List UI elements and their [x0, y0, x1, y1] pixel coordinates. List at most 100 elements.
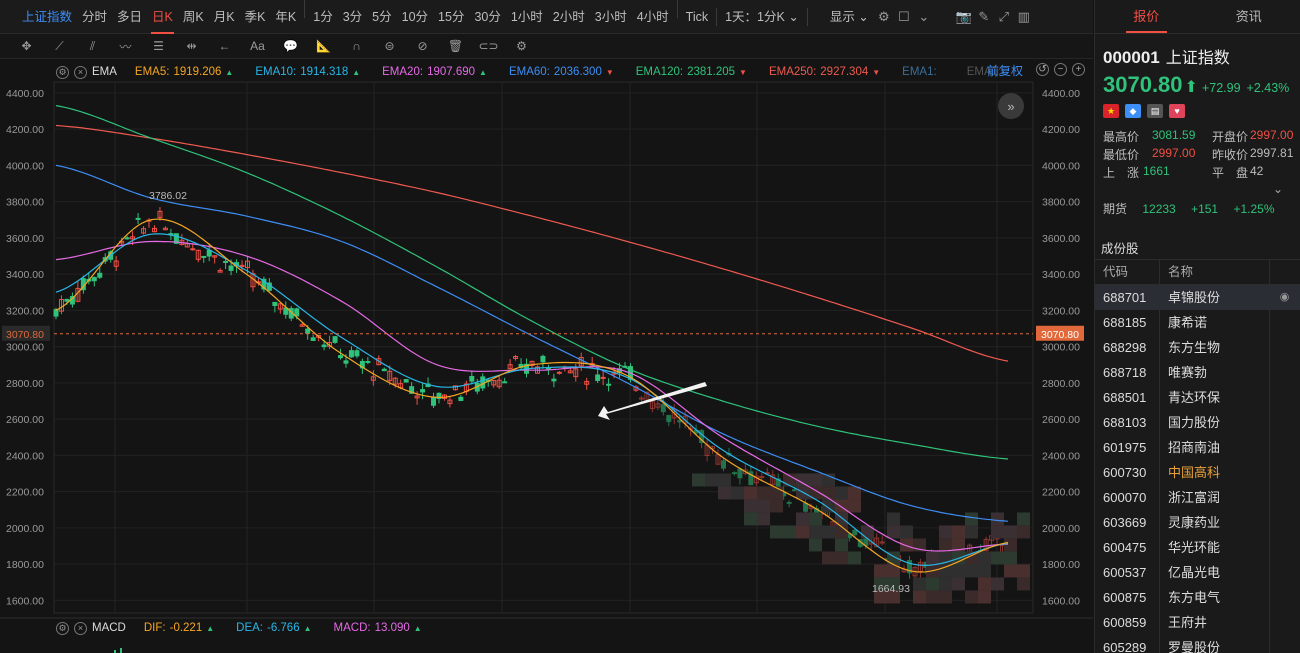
timeframe-tab[interactable]: 季K — [244, 9, 266, 24]
crosshair-icon[interactable]: ✥ — [21, 39, 32, 53]
timeframe-tab[interactable]: 3分 — [342, 9, 363, 24]
favorite-heart-icon[interactable]: ♥ — [1169, 104, 1185, 118]
timeframe-tab[interactable]: 30分 — [474, 9, 501, 24]
arrow-icon[interactable]: ← — [218, 39, 231, 53]
timeframe-tab[interactable]: 1小时 — [510, 9, 543, 24]
timeframe-tab[interactable]: 日K — [147, 0, 178, 34]
kline-chart[interactable]: 4400.00 4400.00 4200.00 4200.00 4000.00 4000.… — [0, 60, 1093, 653]
link-icon[interactable]: ⊂⊃ — [478, 39, 499, 53]
settings-icon[interactable]: ⚙ — [56, 65, 69, 79]
table-row[interactable]: 605289 罗曼股份 — [1095, 635, 1300, 653]
camera-icon[interactable]: 📷 — [955, 8, 972, 24]
timeframe-tab[interactable]: 年K — [275, 9, 297, 24]
blur-block — [900, 525, 913, 539]
fullscreen-icon[interactable]: ⤢ — [998, 8, 1009, 24]
legend-label: EMA250: — [768, 66, 817, 78]
index-name-tab[interactable]: 上证指数 — [22, 9, 73, 24]
table-row[interactable]: 688501 青达环保 — [1095, 385, 1300, 410]
tab-news[interactable]: 资讯 — [1235, 9, 1262, 24]
row-name: 灵康药业 — [1159, 510, 1269, 535]
table-row[interactable]: 600537 亿晶光电 — [1095, 560, 1300, 585]
zoom-in-icon[interactable]: + — [1072, 63, 1085, 76]
price-tag-right — [1036, 325, 1084, 341]
candle — [217, 268, 223, 273]
reset-icon[interactable]: ↺ — [1036, 63, 1049, 76]
table-row[interactable]: 601975 招商南油 — [1095, 435, 1300, 460]
blur-block — [809, 525, 822, 539]
period-select[interactable]: 1天：1分K ⌄ — [725, 9, 799, 24]
adjust-mode[interactable]: 前复权 — [987, 64, 1024, 78]
col-code[interactable]: 代码 — [1103, 265, 1129, 279]
layout-icon[interactable]: ☐ — [897, 8, 910, 24]
timeframe-tab[interactable]: Tick — [685, 9, 709, 24]
candle — [97, 266, 103, 279]
timeframe-tab[interactable]: 分时 — [82, 9, 108, 24]
chart-canvas[interactable]: 4400.00 4400.00 4200.00 4200.00 4000.00 4000.… — [0, 60, 1093, 653]
line-icon[interactable]: ⟋ — [55, 38, 64, 53]
chevron-down-icon[interactable]: ⌄ — [1273, 182, 1284, 196]
delete-icon[interactable]: 🗑 — [447, 39, 464, 53]
measure-icon[interactable]: ⇹ — [186, 39, 197, 53]
channel-icon[interactable]: ⫽ — [89, 38, 96, 53]
pen-icon[interactable]: ✎ — [978, 8, 990, 24]
timeframe-tab[interactable]: 15分 — [438, 9, 465, 24]
col-name[interactable]: 名称 — [1159, 260, 1269, 284]
fib-icon[interactable]: ☰ — [153, 39, 164, 53]
table-row[interactable]: 603669 灵康药业 — [1095, 510, 1300, 535]
timeframe-tab[interactable]: 10分 — [401, 9, 429, 24]
blur-block — [835, 551, 848, 565]
legend-item: MACD: 13.090 ▲ — [334, 622, 422, 634]
lock-icon[interactable]: ⊜ — [384, 39, 395, 53]
candle — [420, 383, 426, 400]
settings-icon[interactable]: ⚙ — [56, 621, 69, 635]
timeframe-tab[interactable]: 2小时 — [552, 9, 585, 24]
table-row[interactable]: 600875 东方电气 — [1095, 585, 1300, 610]
table-row[interactable]: 600859 王府井 — [1095, 610, 1300, 635]
table-row[interactable]: 688701 卓锦股份 ◉ — [1095, 285, 1300, 310]
tag-icon[interactable]: ◆ — [1125, 104, 1141, 118]
row-name: 国力股份 — [1159, 410, 1269, 435]
row-spacer — [1269, 335, 1299, 360]
candle — [162, 226, 168, 231]
timeframe-tab[interactable]: 4小时 — [636, 9, 669, 24]
y-tick-label-right: 3400.00 — [1042, 269, 1080, 281]
chevron-down-icon[interactable]: ⌄ — [918, 8, 930, 24]
close-icon[interactable]: × — [74, 65, 87, 79]
wave-icon[interactable]: 〰 — [119, 39, 132, 54]
table-row[interactable]: 688718 唯赛勃 — [1095, 360, 1300, 385]
note-icon[interactable]: 💬 — [283, 39, 298, 53]
text-icon[interactable]: Aa — [250, 39, 265, 53]
table-row[interactable]: 600730 中国高科 — [1095, 460, 1300, 485]
tab-quote[interactable]: 报价 — [1095, 0, 1198, 33]
timeframe-tab[interactable]: 1分 — [313, 9, 333, 24]
settings-icon[interactable]: ⚙ — [877, 8, 890, 24]
timeframe-tab[interactable]: 3小时 — [594, 9, 627, 24]
row-name: 唯赛勃 — [1159, 360, 1269, 385]
table-row[interactable]: 600475 华光环能 — [1095, 535, 1300, 560]
candle — [518, 358, 524, 371]
row-name: 罗曼股份 — [1159, 635, 1269, 653]
timeframe-tab[interactable]: 月K — [213, 9, 235, 24]
candle — [261, 276, 267, 293]
close-icon[interactable]: × — [74, 621, 87, 635]
timeframe-tab[interactable]: 5分 — [372, 9, 392, 24]
ruler-icon[interactable]: 📐 — [316, 39, 331, 53]
zoom-out-icon[interactable]: − — [1054, 63, 1067, 76]
table-row[interactable]: 688298 东方生物 — [1095, 335, 1300, 360]
settings-icon[interactable]: ⚙ — [516, 39, 527, 53]
table-row[interactable]: 600070 浙江富润 — [1095, 485, 1300, 510]
table-row[interactable]: 688103 国力股份 — [1095, 410, 1300, 435]
calendar-icon[interactable]: ▤ — [1147, 104, 1163, 118]
legend-value: 2927.304 — [820, 66, 869, 78]
y-tick-label-left: 3400.00 — [6, 269, 44, 281]
candle — [753, 471, 759, 486]
scroll-right-icon[interactable]: » — [998, 93, 1024, 119]
magnet-icon[interactable]: ∩ — [352, 39, 361, 53]
timeframe-tab[interactable]: 周K — [182, 9, 204, 24]
sidebar-toggle-icon[interactable]: ▥ — [1017, 8, 1030, 24]
table-row[interactable]: 688185 康希诺 — [1095, 310, 1300, 335]
hide-icon[interactable]: ⊘ — [417, 39, 428, 53]
eye-icon[interactable]: ◉ — [1269, 285, 1299, 310]
display-menu[interactable]: 显示 ⌄ — [829, 9, 869, 24]
timeframe-tab[interactable]: 多日 — [117, 9, 143, 24]
